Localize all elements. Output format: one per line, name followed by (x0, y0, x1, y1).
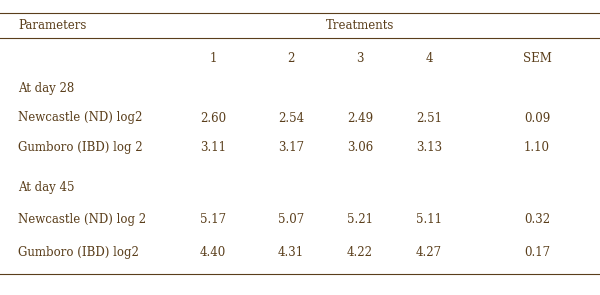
Text: 5.11: 5.11 (416, 213, 442, 226)
Text: 2.51: 2.51 (416, 112, 442, 124)
Text: 1: 1 (209, 53, 217, 65)
Text: 0.32: 0.32 (524, 213, 550, 226)
Text: SEM: SEM (523, 53, 551, 65)
Text: 2.49: 2.49 (347, 112, 373, 124)
Text: 4.22: 4.22 (347, 246, 373, 259)
Text: Newcastle (ND) log2: Newcastle (ND) log2 (18, 112, 142, 124)
Text: Parameters: Parameters (18, 19, 86, 32)
Text: 2: 2 (287, 53, 295, 65)
Text: Treatments: Treatments (326, 19, 394, 32)
Text: 1.10: 1.10 (524, 141, 550, 154)
Text: 4.40: 4.40 (200, 246, 226, 259)
Text: 4: 4 (425, 53, 433, 65)
Text: Gumboro (IBD) log2: Gumboro (IBD) log2 (18, 246, 139, 259)
Text: 3: 3 (356, 53, 364, 65)
Text: 2.54: 2.54 (278, 112, 304, 124)
Text: 0.09: 0.09 (524, 112, 550, 124)
Text: Gumboro (IBD) log 2: Gumboro (IBD) log 2 (18, 141, 143, 154)
Text: 3.11: 3.11 (200, 141, 226, 154)
Text: 5.17: 5.17 (200, 213, 226, 226)
Text: At day 28: At day 28 (18, 82, 74, 95)
Text: 3.06: 3.06 (347, 141, 373, 154)
Text: 0.17: 0.17 (524, 246, 550, 259)
Text: 4.27: 4.27 (416, 246, 442, 259)
Text: 5.21: 5.21 (347, 213, 373, 226)
Text: 5.07: 5.07 (278, 213, 304, 226)
Text: 4.31: 4.31 (278, 246, 304, 259)
Text: 3.13: 3.13 (416, 141, 442, 154)
Text: 3.17: 3.17 (278, 141, 304, 154)
Text: Newcastle (ND) log 2: Newcastle (ND) log 2 (18, 213, 146, 226)
Text: 2.60: 2.60 (200, 112, 226, 124)
Text: At day 45: At day 45 (18, 181, 74, 194)
